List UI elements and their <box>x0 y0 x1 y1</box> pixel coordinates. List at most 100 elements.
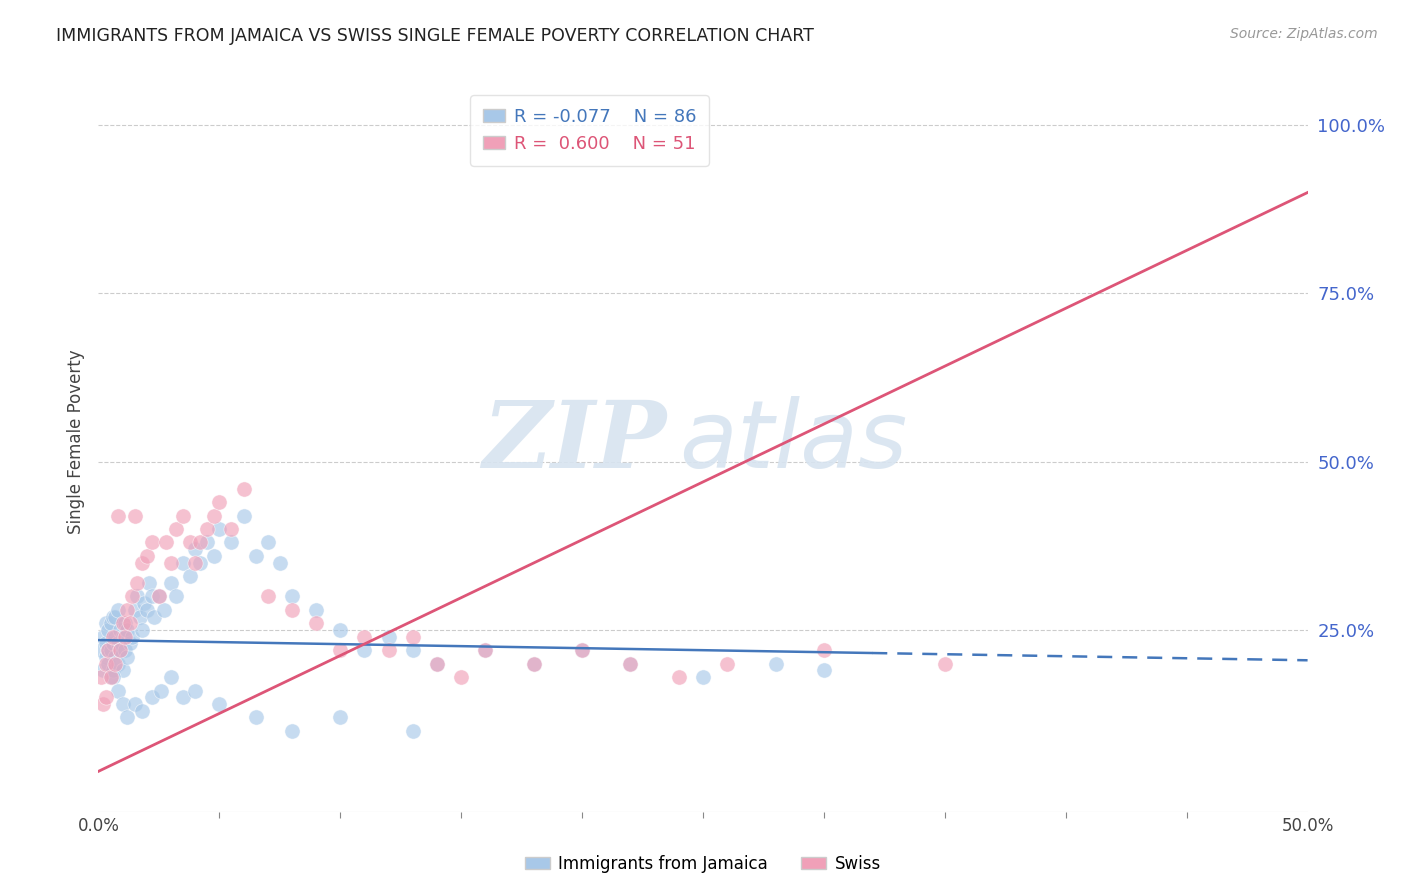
Legend: R = -0.077    N = 86, R =  0.600    N = 51: R = -0.077 N = 86, R = 0.600 N = 51 <box>470 95 709 166</box>
Point <box>135 603 157 617</box>
Point <box>571 643 593 657</box>
Point <box>232 508 254 523</box>
Point <box>127 590 149 604</box>
Point <box>184 683 207 698</box>
Point <box>188 556 211 570</box>
Point <box>128 609 150 624</box>
Text: IMMIGRANTS FROM JAMAICA VS SWISS SINGLE FEMALE POVERTY CORRELATION CHART: IMMIGRANTS FROM JAMAICA VS SWISS SINGLE … <box>56 27 814 45</box>
Point <box>619 657 641 671</box>
Point <box>474 643 496 657</box>
Point <box>668 670 690 684</box>
Point <box>97 643 120 657</box>
Point <box>329 643 352 657</box>
Point <box>329 710 352 724</box>
Point <box>474 643 496 657</box>
Point <box>377 643 399 657</box>
Point <box>118 636 141 650</box>
Point <box>141 590 163 604</box>
Point <box>111 630 134 644</box>
Text: Source: ZipAtlas.com: Source: ZipAtlas.com <box>1230 27 1378 41</box>
Point <box>90 643 112 657</box>
Point <box>117 603 139 617</box>
Point <box>402 643 425 657</box>
Point <box>204 549 226 563</box>
Point <box>281 603 304 617</box>
Point <box>179 569 201 583</box>
Point <box>101 664 124 678</box>
Legend: Immigrants from Jamaica, Swiss: Immigrants from Jamaica, Swiss <box>519 848 887 880</box>
Point <box>195 535 218 549</box>
Point <box>813 664 835 678</box>
Point <box>160 670 183 684</box>
Point <box>141 690 163 705</box>
Point <box>104 609 127 624</box>
Point <box>188 535 211 549</box>
Point <box>107 657 129 671</box>
Point <box>90 670 112 684</box>
Point <box>179 535 201 549</box>
Point <box>97 643 120 657</box>
Point <box>426 657 449 671</box>
Point <box>155 535 177 549</box>
Point <box>91 697 114 711</box>
Point <box>148 590 170 604</box>
Point <box>221 522 243 536</box>
Point <box>127 575 149 590</box>
Point <box>402 723 425 738</box>
Point <box>160 575 183 590</box>
Point <box>91 664 114 678</box>
Point <box>934 657 956 671</box>
Point <box>111 697 134 711</box>
Point <box>101 670 124 684</box>
Point <box>195 522 218 536</box>
Point <box>131 704 153 718</box>
Point <box>450 670 472 684</box>
Point <box>108 623 131 637</box>
Point <box>402 630 425 644</box>
Point <box>97 623 120 637</box>
Point <box>143 609 166 624</box>
Point <box>94 690 117 705</box>
Point <box>111 616 134 631</box>
Point <box>353 643 375 657</box>
Point <box>141 535 163 549</box>
Point <box>117 710 139 724</box>
Point <box>148 590 170 604</box>
Point <box>208 495 231 509</box>
Point <box>150 683 173 698</box>
Point <box>108 643 131 657</box>
Point <box>716 657 738 671</box>
Point <box>104 657 127 671</box>
Point <box>269 556 291 570</box>
Point <box>100 670 122 684</box>
Point <box>124 697 146 711</box>
Point <box>134 596 156 610</box>
Point <box>221 535 243 549</box>
Point <box>100 616 122 631</box>
Point <box>281 590 304 604</box>
Point <box>94 636 117 650</box>
Text: ZIP: ZIP <box>482 397 666 486</box>
Point <box>131 556 153 570</box>
Point <box>813 643 835 657</box>
Point <box>111 664 134 678</box>
Point <box>100 670 122 684</box>
Y-axis label: Single Female Poverty: Single Female Poverty <box>66 350 84 533</box>
Point <box>114 616 136 631</box>
Point <box>208 697 231 711</box>
Point <box>114 643 136 657</box>
Point <box>114 630 136 644</box>
Point <box>426 657 449 671</box>
Point <box>765 657 787 671</box>
Point <box>329 623 352 637</box>
Point <box>121 590 143 604</box>
Point <box>104 630 127 644</box>
Point <box>184 542 207 557</box>
Point <box>152 603 174 617</box>
Point <box>245 549 267 563</box>
Point <box>305 603 328 617</box>
Point <box>305 616 328 631</box>
Point <box>94 616 117 631</box>
Point <box>107 636 129 650</box>
Point <box>353 630 375 644</box>
